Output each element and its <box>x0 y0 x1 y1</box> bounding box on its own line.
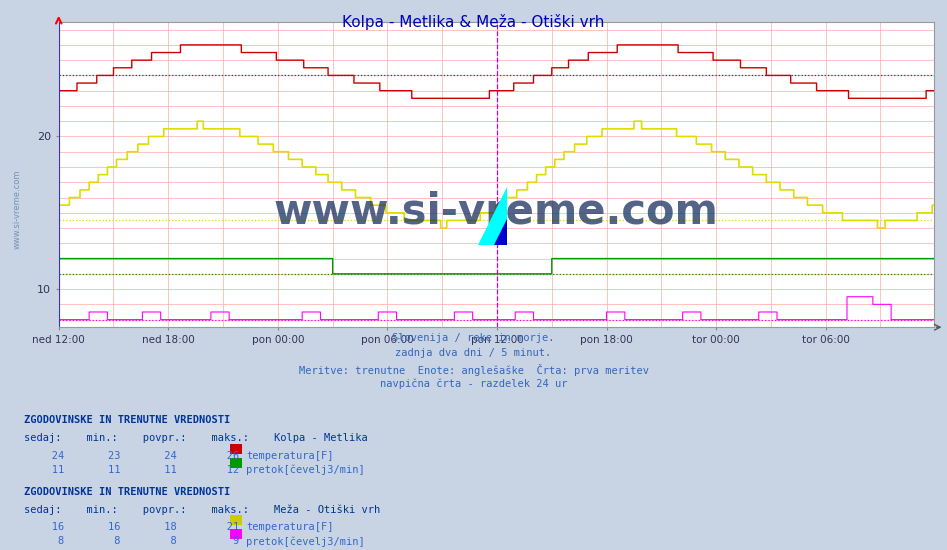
Text: temperatura[F]: temperatura[F] <box>246 451 333 461</box>
Text: www.si-vreme.com: www.si-vreme.com <box>274 190 719 232</box>
Text: Meritve: trenutne  Enote: anglešaške  Črta: prva meritev: Meritve: trenutne Enote: anglešaške Črta… <box>298 364 649 376</box>
Text: pretok[čevelj3/min]: pretok[čevelj3/min] <box>246 536 365 547</box>
Text: ZGODOVINSKE IN TRENUTNE VREDNOSTI: ZGODOVINSKE IN TRENUTNE VREDNOSTI <box>24 415 230 425</box>
Text: sedaj:    min.:    povpr.:    maks.:    Kolpa - Metlika: sedaj: min.: povpr.: maks.: Kolpa - Metl… <box>24 433 367 443</box>
Text: 11       11       11        12: 11 11 11 12 <box>33 465 240 475</box>
Text: Slovenija / reke in morje.: Slovenija / reke in morje. <box>392 333 555 343</box>
Text: zadnja dva dni / 5 minut.: zadnja dva dni / 5 minut. <box>396 348 551 358</box>
Text: navpična črta - razdelek 24 ur: navpična črta - razdelek 24 ur <box>380 379 567 389</box>
Text: Kolpa - Metlika & Meža - Otiški vrh: Kolpa - Metlika & Meža - Otiški vrh <box>342 14 605 30</box>
Text: sedaj:    min.:    povpr.:    maks.:    Meža - Otiški vrh: sedaj: min.: povpr.: maks.: Meža - Otišk… <box>24 504 380 515</box>
Text: pretok[čevelj3/min]: pretok[čevelj3/min] <box>246 465 365 475</box>
Text: ZGODOVINSKE IN TRENUTNE VREDNOSTI: ZGODOVINSKE IN TRENUTNE VREDNOSTI <box>24 487 230 497</box>
Text: 8        8        8         9: 8 8 8 9 <box>33 536 240 546</box>
Text: 24       23       24        26: 24 23 24 26 <box>33 451 240 461</box>
Polygon shape <box>478 187 507 245</box>
Polygon shape <box>494 219 507 245</box>
Text: 16       16       18        21: 16 16 18 21 <box>33 522 240 532</box>
Text: temperatura[F]: temperatura[F] <box>246 522 333 532</box>
Text: www.si-vreme.com: www.si-vreme.com <box>12 169 22 249</box>
